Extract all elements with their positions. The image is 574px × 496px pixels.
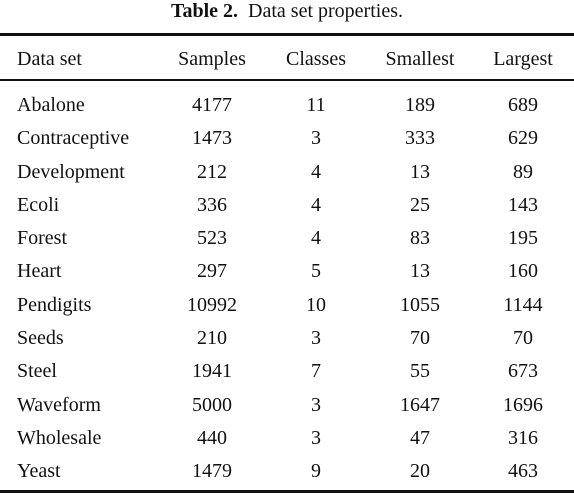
cell-smallest: 55 — [410, 360, 430, 383]
cell-classes: 11 — [306, 94, 326, 116]
cell-data-set: Abalone — [17, 94, 85, 116]
cell-largest: 689 — [508, 94, 538, 116]
cell-smallest: 83 — [410, 227, 430, 250]
table-row: Heart 297 5 13 160 — [0, 255, 574, 288]
table-row: Steel 1941 7 55 673 — [0, 355, 574, 388]
table-body: Abalone 4177 11 189 689 Contraceptive 1473 3 333… — [0, 89, 574, 489]
cell-data-set: Ecoli — [17, 193, 60, 216]
cell-largest: 143 — [508, 193, 538, 216]
cell-largest: 195 — [508, 227, 538, 250]
cell-classes: 4 — [311, 160, 321, 183]
cell-largest: 89 — [513, 160, 533, 183]
table-row: Pendigits 10992 10 1055 1144 — [0, 289, 574, 322]
header-classes: Classes — [286, 48, 346, 70]
cell-data-set: Waveform — [17, 393, 101, 416]
cell-largest: 673 — [508, 360, 538, 383]
cell-samples: 1941 — [192, 360, 232, 383]
cell-data-set: Steel — [17, 360, 57, 383]
cell-classes: 3 — [311, 127, 321, 150]
header-rule — [0, 79, 574, 81]
table-row: Wholesale 440 3 47 316 — [0, 422, 574, 455]
caption-text: Data set properties. — [248, 0, 403, 22]
cell-smallest: 13 — [410, 260, 430, 283]
table-row: Waveform 5000 3 1647 1696 — [0, 389, 574, 422]
cell-largest: 316 — [508, 426, 538, 449]
cell-smallest: 1647 — [400, 393, 440, 416]
table-row: Forest 523 4 83 195 — [0, 222, 574, 255]
caption-label: Table 2. — [170, 0, 239, 22]
cell-largest: 160 — [508, 260, 538, 283]
cell-smallest: 20 — [410, 460, 430, 483]
cell-smallest: 189 — [405, 94, 435, 116]
cell-classes: 3 — [311, 393, 321, 416]
cell-data-set: Seeds — [17, 327, 64, 350]
cell-smallest: 70 — [410, 327, 430, 350]
header-data-set: Data set — [17, 48, 82, 70]
cell-classes: 4 — [311, 227, 321, 250]
cell-samples: 210 — [197, 327, 227, 350]
cell-smallest: 13 — [410, 160, 430, 183]
cell-samples: 336 — [197, 193, 227, 216]
cell-samples: 440 — [197, 426, 227, 449]
table-row: Contraceptive 1473 3 333 629 — [0, 122, 574, 155]
table-caption: Table 2. Data set properties. — [0, 0, 574, 22]
cell-samples: 297 — [197, 260, 227, 283]
top-rule — [0, 33, 574, 36]
cell-samples: 523 — [197, 227, 227, 250]
table-row: Abalone 4177 11 189 689 — [0, 89, 574, 122]
cell-data-set: Pendigits — [17, 293, 92, 316]
cell-largest: 1144 — [503, 293, 543, 316]
cell-largest: 629 — [508, 127, 538, 150]
cell-classes: 9 — [311, 460, 321, 483]
table-row: Seeds 210 3 70 70 — [0, 322, 574, 355]
cell-classes: 3 — [311, 426, 321, 449]
cell-classes: 3 — [311, 327, 321, 350]
cell-data-set: Wholesale — [17, 426, 102, 449]
cell-classes: 7 — [311, 360, 321, 383]
header-row: Data set Samples Classes Smallest Larges… — [0, 42, 574, 76]
table-row: Development 212 4 13 89 — [0, 156, 574, 189]
cell-data-set: Yeast — [17, 460, 61, 483]
cell-samples: 10992 — [187, 293, 237, 316]
cell-smallest: 333 — [405, 127, 435, 150]
header-smallest: Smallest — [385, 48, 455, 70]
cell-largest: 1696 — [503, 393, 543, 416]
header-largest: Largest — [493, 48, 553, 70]
cell-samples: 4177 — [192, 94, 232, 116]
cell-samples: 212 — [197, 160, 227, 183]
cell-largest: 70 — [513, 327, 533, 350]
cell-smallest: 47 — [410, 426, 430, 449]
cell-classes: 4 — [311, 193, 321, 216]
cell-data-set: Heart — [17, 260, 62, 283]
cell-data-set: Forest — [17, 227, 67, 250]
cell-smallest: 1055 — [400, 293, 440, 316]
table-row: Ecoli 336 4 25 143 — [0, 189, 574, 222]
cell-classes: 10 — [306, 293, 326, 316]
cell-data-set: Contraceptive — [17, 127, 130, 150]
cell-smallest: 25 — [410, 193, 430, 216]
cell-samples: 1473 — [192, 127, 232, 150]
cell-samples: 1479 — [192, 460, 232, 483]
cell-largest: 463 — [508, 460, 538, 483]
header-samples: Samples — [178, 48, 246, 70]
cell-classes: 5 — [311, 260, 321, 283]
table-row: Yeast 1479 9 20 463 — [0, 455, 574, 488]
cell-samples: 5000 — [192, 393, 232, 416]
cell-data-set: Development — [17, 160, 125, 183]
bottom-rule — [0, 490, 574, 493]
table-header: Data set Samples Classes Smallest Larges… — [0, 42, 574, 76]
